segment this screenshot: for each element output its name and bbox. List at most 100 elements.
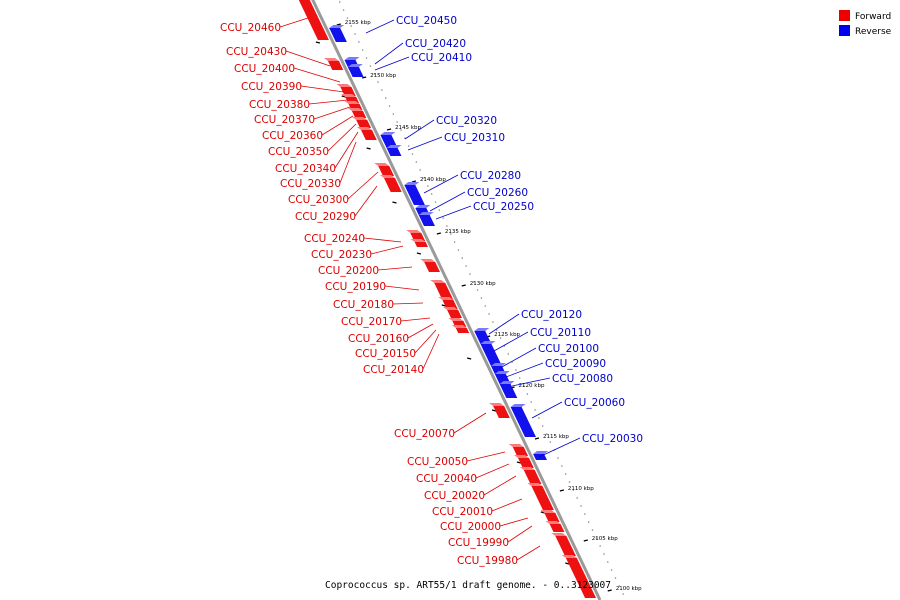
- gene-name: CCU_20290: [295, 211, 356, 223]
- gene-shading: [420, 259, 436, 262]
- guide-dot: [499, 337, 502, 339]
- reverse-gene-glyph: [329, 25, 347, 42]
- tick-mark: [392, 201, 397, 204]
- gene-label-ccu-20060: CCU_20060: [531, 397, 625, 419]
- gene-label-ccu-20180: CCU_20180: [333, 299, 424, 311]
- guide-dot: [465, 265, 467, 267]
- gene-shading: [357, 127, 373, 130]
- forward-gene-glyph: [438, 297, 458, 309]
- gene-label-ccu-20090: CCU_20090: [505, 358, 606, 378]
- reverse-swatch: [839, 25, 850, 36]
- gene-name: CCU_19990: [448, 537, 509, 549]
- gene-body: [533, 454, 547, 460]
- tick-label: 2150 kbp: [370, 73, 396, 79]
- tick-mark: [559, 489, 565, 492]
- gene-shading: [386, 145, 402, 148]
- leader-line: [507, 525, 533, 543]
- gene-name: CCU_20360: [262, 130, 323, 142]
- gene-name: CCU_20190: [325, 281, 386, 293]
- forward-gene-glyph: [347, 108, 367, 118]
- guide-dot: [488, 313, 490, 315]
- leader-line: [308, 99, 349, 105]
- tick-mark: [516, 461, 522, 464]
- tick-mark: [583, 539, 588, 542]
- gene-shading: [344, 57, 360, 60]
- leader-line: [499, 517, 529, 527]
- gene-shading: [490, 363, 506, 366]
- gene-label-ccu-20370: CCU_20370: [254, 106, 351, 126]
- tick-mark: [461, 284, 466, 287]
- guide-dot: [622, 593, 624, 595]
- forward-gene-glyph: [561, 555, 597, 598]
- gene-label-ccu-20280: CCU_20280: [423, 170, 521, 194]
- guide-dot: [580, 505, 582, 507]
- gene-name: CCU_20050: [407, 456, 468, 468]
- leader-line: [293, 67, 341, 83]
- forward-gene-glyph: [336, 84, 356, 96]
- tick-mark: [366, 147, 371, 150]
- guide-dot: [377, 81, 379, 83]
- gene-name: CCU_20400: [234, 63, 295, 75]
- gene-label-ccu-20300: CCU_20300: [288, 171, 379, 206]
- gene-label-ccu-20340: CCU_20340: [275, 131, 359, 175]
- gene-shading: [418, 212, 434, 215]
- forward-gene-glyph: [323, 58, 344, 70]
- leader-line: [347, 171, 379, 200]
- tick-label: 2110 kbp: [568, 486, 594, 492]
- gene-name: CCU_20390: [241, 81, 302, 93]
- gene-body: [523, 470, 542, 484]
- gene-body: [512, 447, 529, 456]
- gene-body: [404, 185, 425, 205]
- gene-label-ccu-20050: CCU_20050: [407, 451, 506, 468]
- gene-name: CCU_20060: [564, 397, 625, 409]
- gene-label-ccu-20230: CCU_20230: [311, 245, 404, 261]
- reverse-gene-glyph: [418, 212, 435, 226]
- tick-2115-kbp: 2115 kbp: [534, 434, 569, 440]
- forward-gene-glyph: [374, 163, 395, 176]
- gene-label-ccu-20160: CCU_20160: [348, 323, 434, 345]
- gene-label-ccu-20320: CCU_20320: [404, 115, 497, 140]
- guide-dot: [472, 281, 475, 283]
- gene-label-ccu-20380: CCU_20380: [249, 99, 349, 111]
- leader-line: [423, 174, 459, 194]
- leader-line: [400, 317, 431, 322]
- gene-body: [414, 242, 429, 247]
- gene-labels: CCU_20460 CCU_20430 CCU_20400 CCU_20390 CCU_…: [220, 15, 643, 567]
- gene-name: CCU_20070: [394, 428, 455, 440]
- gene-label-ccu-20040: CCU_20040: [416, 463, 510, 485]
- gene-shading: [443, 307, 459, 310]
- gene-shading: [480, 341, 496, 344]
- tick-mark: [441, 304, 446, 307]
- tick-mark: [361, 76, 367, 79]
- reverse-gene-glyph: [510, 404, 536, 437]
- gene-shading: [379, 175, 395, 178]
- gene-label-ccu-20450: CCU_20450: [365, 15, 457, 34]
- guide-dot: [603, 553, 605, 555]
- gene-shading: [451, 325, 467, 328]
- guide-dot: [461, 257, 464, 259]
- tick-mark: [466, 357, 472, 360]
- forward-gene-glyph: [540, 510, 560, 522]
- legend: Forward Reverse: [839, 10, 892, 37]
- gene-label-ccu-20410: CCU_20410: [374, 52, 472, 71]
- gene-name: CCU_20410: [411, 52, 472, 64]
- gene-name: CCU_20020: [424, 490, 485, 502]
- guide-dot: [400, 129, 402, 131]
- gene-label-ccu-19990: CCU_19990: [448, 525, 533, 549]
- forward-gene-glyph: [489, 403, 510, 418]
- guide-dot: [526, 393, 529, 395]
- gene-shading: [347, 64, 363, 67]
- gene-shading: [527, 483, 543, 486]
- gene-label-ccu-20070: CCU_20070: [394, 412, 487, 440]
- gene-label-ccu-20150: CCU_20150: [355, 329, 437, 360]
- forward-gene-glyph: [551, 533, 576, 556]
- genome-caption: Coprococcus sp. ART55/1 draft genome. - …: [325, 580, 611, 591]
- leader-line: [365, 19, 395, 34]
- gene-name: CCU_20370: [254, 114, 315, 126]
- guide-dot: [599, 545, 601, 547]
- leader-line: [466, 451, 506, 462]
- gene-name: CCU_20000: [440, 521, 501, 533]
- leader-line: [435, 205, 472, 220]
- tick-2155-kbp: 2155 kbp: [336, 20, 371, 26]
- gene-name: CCU_20350: [268, 146, 329, 158]
